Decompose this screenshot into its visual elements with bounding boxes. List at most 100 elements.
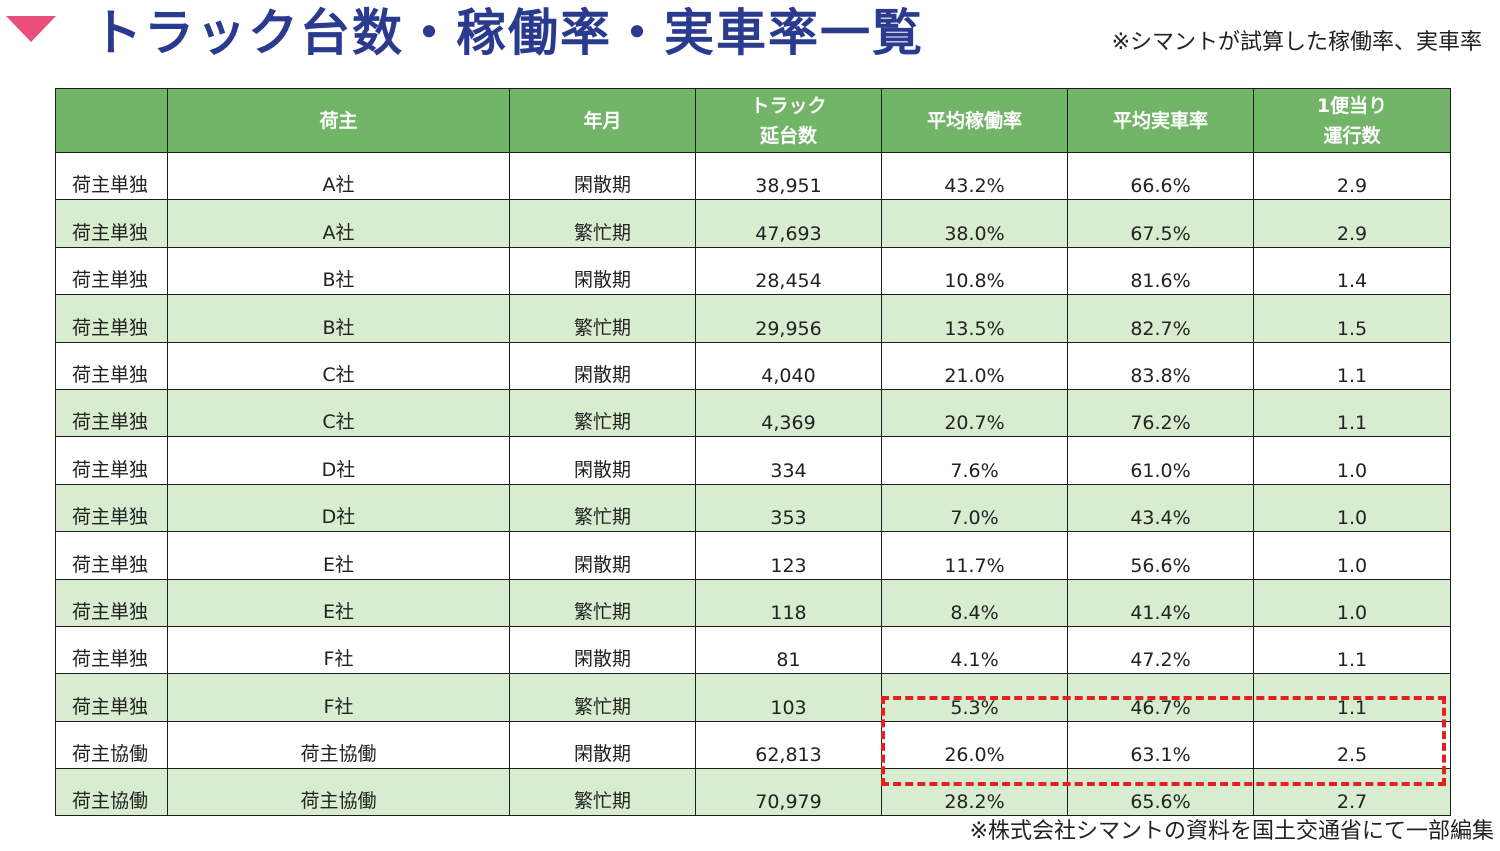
table-cell: 荷主単独 — [55, 388, 168, 438]
table-cell: C社 — [167, 388, 510, 438]
table-cell: 7.0% — [881, 483, 1068, 533]
header-cell-blank — [55, 88, 168, 153]
table-cell: 28,454 — [695, 246, 882, 296]
table-cell: 76.2% — [1067, 388, 1254, 438]
table-cell: 21.0% — [881, 341, 1068, 390]
table-cell: 47,693 — [695, 199, 882, 248]
table-cell: 41.4% — [1067, 578, 1254, 627]
table-cell: A社 — [167, 151, 510, 201]
table-cell: 70,979 — [695, 768, 882, 817]
table-cell: 2.5 — [1253, 720, 1451, 770]
table-cell: 1.0 — [1253, 578, 1451, 627]
table-cell: 118 — [695, 578, 882, 627]
table-cell: F社 — [167, 625, 510, 675]
table-cell: 荷主単独 — [55, 483, 168, 533]
table-cell: 7.6% — [881, 436, 1068, 485]
table-row: 荷主単独 C社 閑散期 4,040 21.0% 83.8% 1.1 — [55, 341, 1451, 390]
table-cell: 荷主単独 — [55, 625, 168, 675]
table-cell: 1.5 — [1253, 294, 1451, 343]
table-cell: 荷主単独 — [55, 436, 168, 485]
table-cell: 67.5% — [1067, 199, 1254, 248]
table-cell: 荷主単独 — [55, 294, 168, 343]
table-row: 荷主単独 B社 繁忙期 29,956 13.5% 82.7% 1.5 — [55, 294, 1451, 343]
table-cell: 繁忙期 — [509, 388, 696, 438]
table-row: 荷主単独 B社 閑散期 28,454 10.8% 81.6% 1.4 — [55, 246, 1451, 296]
table-cell: 閑散期 — [509, 720, 696, 770]
table-cell: E社 — [167, 531, 510, 580]
estimate-note: ※シマントが試算した稼働率、実車率 — [1111, 30, 1482, 55]
table-cell: A社 — [167, 199, 510, 248]
table-cell: 荷主協働 — [167, 768, 510, 817]
table-cell: 38,951 — [695, 151, 882, 201]
table-cell: C社 — [167, 341, 510, 390]
table-cell: 繁忙期 — [509, 199, 696, 248]
table-cell: 11.7% — [881, 531, 1068, 580]
source-note: ※株式会社シマントの資料を国土交通省にて一部編集 — [969, 819, 1494, 844]
header-cell-truck-count: トラック 延台数 — [695, 88, 882, 153]
table-cell: E社 — [167, 578, 510, 627]
table-cell: B社 — [167, 246, 510, 296]
table-row: 荷主単独 C社 繁忙期 4,369 20.7% 76.2% 1.1 — [55, 388, 1451, 438]
table-row: 荷主単独 A社 閑散期 38,951 43.2% 66.6% 2.9 — [55, 151, 1451, 201]
table-cell: 28.2% — [881, 768, 1068, 817]
table-cell: 123 — [695, 531, 882, 580]
table-header-row: 荷主 年月 トラック 延台数 平均稼働率 平均実車率 1便当り 運行数 — [55, 88, 1451, 153]
table-cell: 43.2% — [881, 151, 1068, 201]
table-cell: 82.7% — [1067, 294, 1254, 343]
table-cell: 1.4 — [1253, 246, 1451, 296]
table-cell: 4,040 — [695, 341, 882, 390]
table-row: 荷主単独 F社 閑散期 81 4.1% 47.2% 1.1 — [55, 625, 1451, 675]
table-cell: 閑散期 — [509, 531, 696, 580]
page-title: トラック台数・稼働率・実車率一覧 — [92, 4, 924, 62]
table-cell: 閑散期 — [509, 151, 696, 201]
table-cell: 10.8% — [881, 246, 1068, 296]
table-cell: 繁忙期 — [509, 294, 696, 343]
table-cell: 2.7 — [1253, 768, 1451, 817]
table-row: 荷主協働 荷主協働 閑散期 62,813 26.0% 63.1% 2.5 — [55, 720, 1451, 770]
table-cell: 荷主単独 — [55, 531, 168, 580]
highlight-box — [881, 696, 1446, 786]
table-cell: 38.0% — [881, 199, 1068, 248]
header-cell-period: 年月 — [509, 88, 696, 153]
table-cell: 61.0% — [1067, 436, 1254, 485]
table-cell: 荷主単独 — [55, 341, 168, 390]
table-cell: 2.9 — [1253, 199, 1451, 248]
table-cell: 1.0 — [1253, 531, 1451, 580]
table-cell: 1.1 — [1253, 625, 1451, 675]
table-cell: 47.2% — [1067, 625, 1254, 675]
table-cell: 29,956 — [695, 294, 882, 343]
table-row: 荷主単独 D社 閑散期 334 7.6% 61.0% 1.0 — [55, 436, 1451, 485]
header-cell-operating-rate: 平均稼働率 — [881, 88, 1068, 153]
table-cell: 103 — [695, 673, 882, 722]
header-cell-trips-per-run: 1便当り 運行数 — [1253, 88, 1451, 153]
table-cell: D社 — [167, 436, 510, 485]
table-row: 荷主単独 E社 閑散期 123 11.7% 56.6% 1.0 — [55, 531, 1451, 580]
table-cell: 8.4% — [881, 578, 1068, 627]
table-cell: 353 — [695, 483, 882, 533]
table-cell: 81.6% — [1067, 246, 1254, 296]
table-cell: 26.0% — [881, 720, 1068, 770]
table-cell: 閑散期 — [509, 436, 696, 485]
triangle-marker-icon — [6, 16, 56, 42]
table-cell: 荷主単独 — [55, 673, 168, 722]
table-cell: F社 — [167, 673, 510, 722]
table-cell: 閑散期 — [509, 341, 696, 390]
table-cell: 荷主協働 — [55, 720, 168, 770]
table-cell: 繁忙期 — [509, 483, 696, 533]
table-cell: 繁忙期 — [509, 673, 696, 722]
table-cell: 83.8% — [1067, 341, 1254, 390]
table-cell: 閑散期 — [509, 246, 696, 296]
table-cell: 1.1 — [1253, 388, 1451, 438]
table-cell: 4,369 — [695, 388, 882, 438]
table-cell: 63.1% — [1067, 720, 1254, 770]
table-cell: 4.1% — [881, 625, 1068, 675]
table-cell: 43.4% — [1067, 483, 1254, 533]
table-cell: 荷主単独 — [55, 199, 168, 248]
truck-utilization-table: 荷主 年月 トラック 延台数 平均稼働率 平均実車率 1便当り 運行数 荷主単独… — [55, 88, 1451, 817]
table-cell: 334 — [695, 436, 882, 485]
table-cell: 繁忙期 — [509, 578, 696, 627]
table-cell: 66.6% — [1067, 151, 1254, 201]
table-cell: 繁忙期 — [509, 768, 696, 817]
header-cell-loaded-rate: 平均実車率 — [1067, 88, 1254, 153]
table-cell: 56.6% — [1067, 531, 1254, 580]
